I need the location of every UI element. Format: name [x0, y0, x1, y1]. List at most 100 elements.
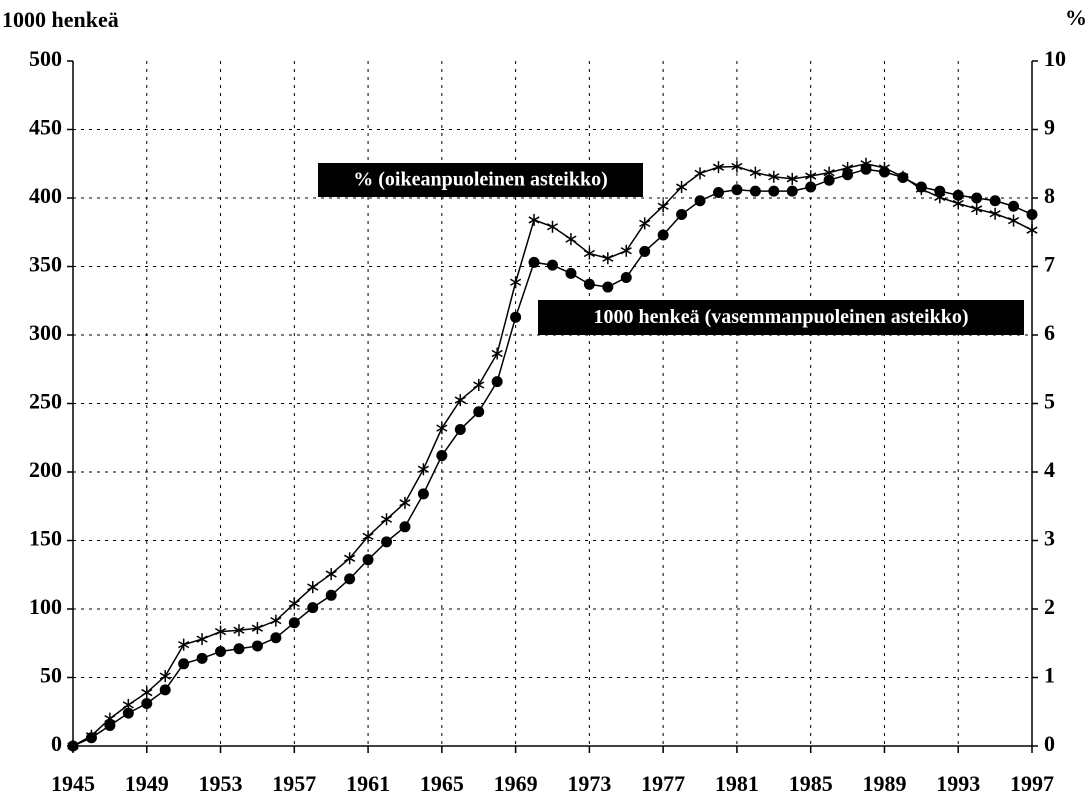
data-point — [602, 252, 614, 265]
data-point — [362, 530, 374, 543]
data-point — [214, 625, 227, 638]
data-point — [676, 181, 688, 194]
data-point — [823, 166, 835, 179]
y-tick-label: 150 — [29, 526, 62, 551]
y2-tick-label: 2 — [1044, 594, 1055, 619]
data-point — [805, 181, 817, 193]
data-point — [399, 521, 411, 533]
data-point — [454, 424, 466, 436]
x-tick-label: 1957 — [272, 771, 316, 796]
data-point — [1008, 200, 1020, 212]
data-point — [528, 256, 540, 268]
data-point — [288, 597, 300, 610]
data-point — [712, 161, 725, 174]
y-tick-label: 50 — [40, 663, 62, 688]
data-point — [473, 406, 485, 418]
x-tick-label: 1997 — [1010, 771, 1054, 796]
y-tick-label: 0 — [51, 731, 62, 756]
data-point — [491, 376, 503, 388]
x-tick-label: 1949 — [125, 771, 169, 796]
data-point — [528, 213, 540, 226]
x-tick-label: 1973 — [567, 771, 611, 796]
data-point — [897, 170, 909, 183]
x-tick-label: 1981 — [715, 771, 759, 796]
y2-tick-label: 9 — [1044, 115, 1055, 140]
y2-tick-label: 10 — [1044, 46, 1066, 71]
legend-label: % (oikeanpuoleinen asteikko) — [353, 169, 607, 191]
series-line — [72, 168, 1033, 747]
data-point — [122, 698, 134, 711]
data-point — [436, 450, 448, 462]
x-tick-label: 1969 — [494, 771, 538, 796]
y-tick-label: 450 — [29, 115, 62, 140]
data-point — [288, 617, 300, 629]
y-tick-label: 500 — [29, 46, 62, 71]
data-point — [510, 276, 522, 289]
data-point — [565, 233, 577, 246]
data-point — [307, 602, 319, 614]
x-tick-label: 1977 — [641, 771, 685, 796]
data-point — [749, 185, 761, 197]
data-point — [159, 684, 171, 696]
data-point — [399, 496, 411, 509]
y-tick-label: 350 — [29, 252, 62, 277]
data-point — [805, 170, 817, 183]
data-point — [233, 624, 245, 637]
data-point — [362, 554, 374, 566]
y2-tick-label: 3 — [1044, 526, 1055, 551]
y2-tick-label: 5 — [1044, 389, 1055, 414]
x-tick-label: 1989 — [862, 771, 906, 796]
y-tick-label: 100 — [29, 594, 62, 619]
data-point — [546, 220, 559, 233]
data-point — [583, 247, 595, 260]
data-point — [934, 185, 946, 197]
data-point — [934, 191, 946, 204]
data-point — [657, 200, 669, 213]
data-point — [823, 174, 835, 186]
data-point — [768, 170, 780, 183]
data-point — [602, 281, 614, 293]
data-point — [620, 244, 632, 257]
data-point — [878, 161, 891, 174]
data-point — [952, 197, 964, 210]
data-point — [731, 184, 743, 196]
data-point — [307, 581, 319, 594]
data-point — [159, 670, 171, 683]
data-point — [491, 347, 503, 360]
data-point — [104, 712, 116, 725]
data-point — [915, 183, 927, 196]
x-tick-label: 1965 — [420, 771, 464, 796]
data-point — [547, 259, 558, 271]
data-point — [67, 740, 79, 752]
legend-box — [318, 163, 643, 197]
data-point — [786, 172, 798, 185]
y2-tick-label: 7 — [1044, 252, 1055, 277]
data-point — [971, 192, 983, 204]
data-point — [952, 189, 964, 201]
x-tick-label: 1945 — [51, 771, 95, 796]
x-tick-label: 1993 — [936, 771, 980, 796]
y2-tick-label: 6 — [1044, 320, 1055, 345]
series-line — [72, 162, 1033, 747]
data-point — [381, 536, 393, 548]
data-point — [215, 645, 227, 657]
data-point — [270, 632, 282, 644]
data-point — [141, 698, 153, 710]
data-point — [380, 513, 393, 526]
x-tick-label: 1985 — [789, 771, 833, 796]
data-point — [473, 379, 485, 392]
data-point — [417, 488, 429, 500]
data-point — [510, 311, 522, 323]
data-point — [178, 638, 190, 651]
data-point — [694, 195, 706, 207]
data-point — [325, 568, 337, 581]
data-point — [676, 208, 688, 220]
data-point — [989, 195, 1001, 207]
data-point — [233, 643, 245, 655]
data-point — [786, 185, 798, 197]
x-tick-label: 1961 — [346, 771, 390, 796]
y-tick-label: 200 — [29, 457, 62, 482]
data-point — [141, 686, 153, 699]
data-point — [122, 707, 134, 719]
